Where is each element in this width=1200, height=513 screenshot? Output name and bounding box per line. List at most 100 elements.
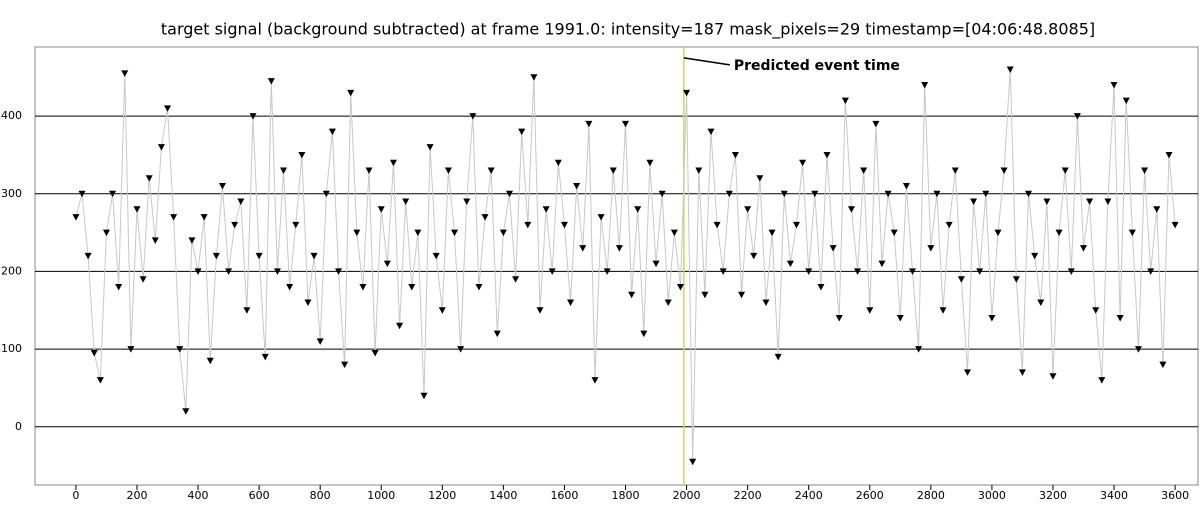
marker: [72, 214, 80, 221]
marker: [1147, 268, 1155, 275]
marker: [768, 229, 776, 237]
marker: [1098, 377, 1106, 384]
marker: [414, 229, 422, 237]
marker: [890, 229, 898, 237]
marker: [762, 299, 770, 306]
marker: [860, 167, 868, 174]
marker: [567, 299, 575, 306]
marker: [744, 206, 752, 213]
x-tick-label: 1600: [550, 489, 578, 502]
marker: [634, 206, 642, 213]
marker: [707, 128, 715, 136]
y-tick-label: 100: [1, 342, 22, 355]
marker: [353, 229, 361, 237]
x-tick-label: 200: [126, 489, 147, 502]
marker: [90, 349, 98, 357]
x-tick-label: 0: [72, 489, 79, 502]
marker: [963, 369, 971, 376]
marker: [371, 349, 379, 357]
marker: [695, 167, 703, 174]
marker: [585, 120, 593, 128]
marker: [481, 214, 489, 221]
marker: [1080, 245, 1088, 252]
y-tick-label: 400: [1, 109, 22, 122]
marker: [127, 346, 135, 353]
marker: [1116, 315, 1124, 322]
x-tick-label: 1000: [367, 489, 395, 502]
x-tick-label: 800: [310, 489, 331, 502]
x-tick-label: 1200: [428, 489, 456, 502]
marker: [1043, 198, 1051, 206]
marker: [1104, 198, 1112, 206]
marker: [1134, 346, 1142, 353]
marker: [505, 190, 513, 198]
marker: [231, 221, 239, 229]
x-tick-label: 1400: [489, 489, 517, 502]
marker: [432, 252, 440, 260]
x-tick-label: 2200: [734, 489, 762, 502]
marker: [780, 190, 788, 198]
marker: [658, 190, 666, 198]
marker: [341, 361, 349, 369]
marker: [1128, 229, 1136, 237]
marker: [225, 268, 233, 275]
marker: [701, 291, 709, 299]
marker: [945, 221, 953, 229]
marker: [280, 167, 288, 174]
x-tick-label: 2800: [917, 489, 945, 502]
marker: [982, 190, 990, 198]
marker: [218, 183, 226, 190]
chart-title: target signal (background subtracted) at…: [161, 20, 1095, 40]
marker: [1165, 151, 1173, 159]
marker: [573, 183, 581, 190]
x-tick-label: 1800: [612, 489, 640, 502]
marker: [426, 144, 434, 151]
marker: [823, 151, 831, 159]
x-tick-label: 2000: [673, 489, 701, 502]
marker: [115, 283, 123, 291]
marker: [255, 252, 263, 260]
marker: [151, 237, 159, 244]
marker: [1092, 307, 1100, 314]
marker: [640, 330, 648, 338]
marker: [377, 206, 385, 213]
marker: [878, 260, 886, 268]
marker: [1000, 167, 1008, 174]
marker: [524, 221, 532, 229]
marker: [664, 299, 672, 306]
marker: [469, 113, 477, 120]
marker: [872, 120, 880, 128]
x-tick-label: 400: [188, 489, 209, 502]
marker: [512, 276, 520, 283]
marker: [286, 283, 294, 291]
marker: [530, 74, 538, 81]
marker: [438, 307, 446, 314]
marker: [597, 214, 605, 221]
marker: [212, 252, 220, 260]
marker: [646, 159, 654, 167]
marker: [921, 82, 929, 89]
marker: [170, 214, 178, 221]
marker: [884, 190, 892, 198]
marker: [96, 377, 104, 384]
marker: [909, 268, 917, 275]
marker: [1110, 82, 1118, 89]
marker: [670, 229, 678, 237]
marker: [316, 338, 324, 345]
marker: [328, 128, 336, 136]
marker: [243, 307, 251, 314]
marker: [951, 167, 959, 174]
marker: [145, 175, 153, 182]
marker: [182, 408, 190, 415]
marker: [988, 315, 996, 322]
marker: [933, 190, 941, 198]
marker: [792, 221, 800, 229]
marker: [805, 268, 813, 275]
marker: [1061, 167, 1069, 174]
marker: [292, 221, 300, 229]
marker: [1049, 373, 1057, 380]
marker: [451, 229, 459, 237]
marker: [1067, 268, 1075, 275]
marker: [915, 346, 923, 353]
marker: [347, 89, 355, 97]
